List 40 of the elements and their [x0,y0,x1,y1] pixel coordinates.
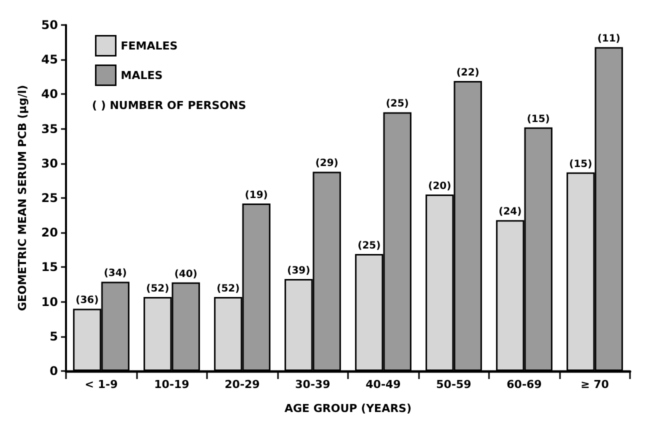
annotation: (15) [526,114,550,125]
y-tick-label: 0 [50,364,58,378]
y-axis-title: GEOMETRIC MEAN SERUM PCB (μg/l) [16,84,29,312]
legend-label: MALES [120,68,163,82]
annotation: (25) [386,98,409,110]
annotation: (25) [358,240,381,252]
y-tick-label: 20 [41,226,58,240]
y-tick-label: 40 [41,87,58,102]
annotation: (24) [498,206,522,218]
y-tick-label: 10 [41,294,58,309]
annotation: (34) [104,268,127,280]
x-tick-label: 50-59 [436,378,472,391]
x-tick-label: ≥ 70 [580,378,610,391]
annotation: ( ) NUMBER OF PERSONS [92,99,246,112]
annotation: (40) [174,268,198,280]
x-tick-label: 60-69 [506,378,542,391]
annotation: (19) [244,190,268,202]
x-tick-label: 10-19 [154,378,190,391]
annotation: (11) [597,34,620,45]
y-tick-label: 5 [50,329,58,344]
annotation: (29) [315,158,338,170]
annotation: (52) [216,283,240,294]
y-tick-label: 35 [41,122,58,136]
y-tick-label: 15 [41,260,58,274]
annotation: (20) [428,181,452,192]
annotation: (22) [456,68,480,79]
x-tick-label: 30-39 [295,378,330,391]
x-tick-label: 20-29 [224,378,260,391]
annotation: (52) [146,283,170,294]
y-tick-label: 30 [41,156,58,170]
x-axis-title: AGE GROUP (YEARS) [284,402,412,415]
annotation: (39) [287,265,310,276]
y-tick-label: 25 [41,191,58,205]
legend-label: FEMALES [120,39,178,52]
y-tick-label: 45 [41,52,58,67]
annotation: (15) [569,158,592,170]
x-tick-label: 40-49 [366,378,401,391]
y-tick-label: 50 [41,18,58,32]
annotation: (36) [76,295,99,306]
x-tick-label: < 1-9 [84,378,118,391]
